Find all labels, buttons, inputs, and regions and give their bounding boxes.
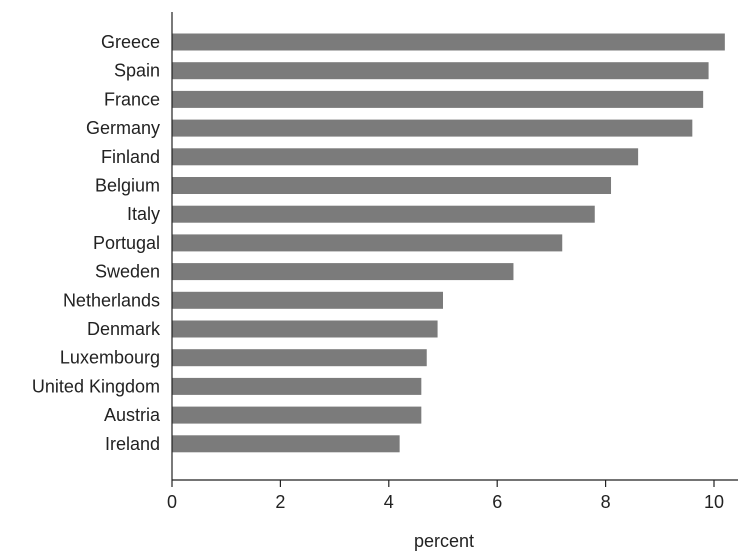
x-axis-ticks: 0 2 4 6 8 10 bbox=[167, 480, 724, 512]
bar-austria bbox=[172, 406, 422, 424]
category-label-united-kingdom: United Kingdom bbox=[32, 376, 160, 396]
axes-group bbox=[171, 12, 738, 481]
bar-greece bbox=[172, 33, 725, 51]
category-label-greece: Greece bbox=[101, 32, 160, 52]
bar-finland bbox=[172, 148, 639, 166]
x-tick-label-6: 6 bbox=[492, 492, 502, 512]
bar-germany bbox=[172, 119, 693, 137]
bar-belgium bbox=[172, 177, 612, 194]
category-label-netherlands: Netherlands bbox=[63, 290, 160, 310]
x-tick-label-10: 10 bbox=[704, 492, 724, 512]
category-labels: Greece Spain France Germany Finland Belgium It… bbox=[32, 32, 161, 454]
bar-france bbox=[172, 90, 704, 108]
category-label-sweden: Sweden bbox=[95, 262, 160, 282]
bar-ireland bbox=[172, 435, 400, 453]
x-tick-label-2: 2 bbox=[275, 492, 285, 512]
x-axis-title: percent bbox=[414, 531, 474, 551]
category-label-france: France bbox=[104, 89, 160, 109]
category-label-denmark: Denmark bbox=[87, 319, 161, 339]
category-label-luxembourg: Luxembourg bbox=[60, 348, 160, 368]
category-label-finland: Finland bbox=[101, 147, 160, 167]
x-tick-label-4: 4 bbox=[384, 492, 394, 512]
bar-portugal bbox=[172, 234, 563, 252]
category-label-italy: Italy bbox=[127, 204, 160, 224]
bar-netherlands bbox=[172, 291, 443, 309]
bar-united-kingdom bbox=[172, 377, 422, 395]
category-label-austria: Austria bbox=[104, 405, 161, 425]
bar-luxembourg bbox=[172, 349, 427, 367]
category-label-spain: Spain bbox=[114, 61, 160, 81]
bar-denmark bbox=[172, 320, 438, 338]
bars-group bbox=[172, 33, 725, 453]
category-label-belgium: Belgium bbox=[95, 176, 160, 196]
x-tick-label-0: 0 bbox=[167, 492, 177, 512]
bar-sweden bbox=[172, 263, 514, 281]
bar-italy bbox=[172, 205, 595, 223]
category-label-germany: Germany bbox=[86, 118, 160, 138]
bar-spain bbox=[172, 62, 709, 80]
x-tick-label-8: 8 bbox=[601, 492, 611, 512]
category-label-portugal: Portugal bbox=[93, 233, 160, 253]
category-label-ireland: Ireland bbox=[105, 434, 160, 454]
